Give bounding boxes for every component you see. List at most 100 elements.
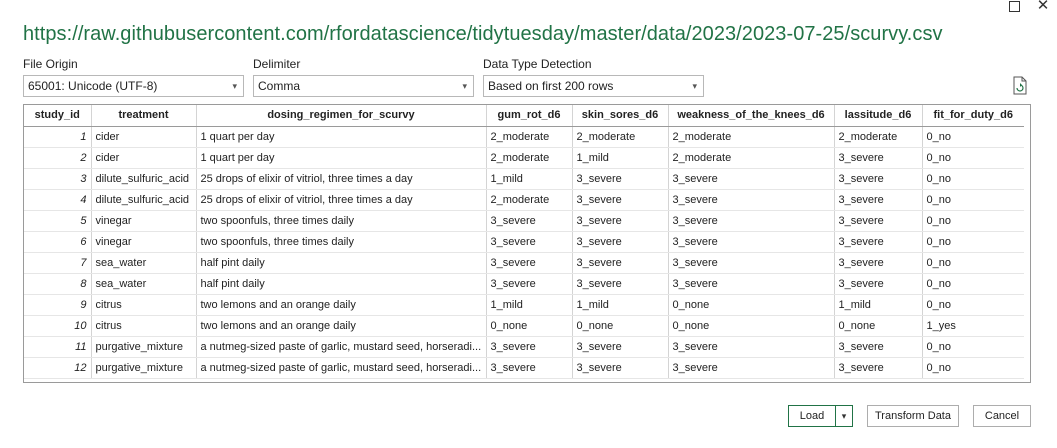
table-cell: 1_mild xyxy=(486,168,573,190)
table-cell: 3_severe xyxy=(668,273,835,295)
table-cell: 3_severe xyxy=(834,147,923,169)
table-body: 1 cider 1 quart per day 2_moderate 2_moderat… xyxy=(24,126,1024,379)
table-cell: 0_no xyxy=(922,210,1024,232)
table-cell: 3_severe xyxy=(834,189,923,211)
table-cell: dilute_sulfuric_acid xyxy=(91,168,197,190)
table-cell: 3_severe xyxy=(486,336,573,358)
column-header[interactable]: weakness_of_the_knees_d6 xyxy=(668,105,835,127)
table-row: 7 sea_water half pint daily 3_severe 3_sever… xyxy=(24,252,1024,274)
load-options-button[interactable]: ▾ xyxy=(836,405,853,427)
column-header[interactable]: study_id xyxy=(24,105,92,127)
table-row: 4 dilute_sulfuric_acid 25 drops of elixir … xyxy=(24,189,1024,211)
column-header[interactable]: gum_rot_d6 xyxy=(486,105,573,127)
table-cell: 2_moderate xyxy=(572,126,669,148)
file-origin-select[interactable]: 65001: Unicode (UTF-8) ▾ xyxy=(23,75,244,97)
table-cell: 1_mild xyxy=(834,294,923,316)
table-cell: 3_severe xyxy=(668,189,835,211)
table-cell: 3_severe xyxy=(668,252,835,274)
table-cell: two spoonfuls, three times daily xyxy=(196,231,487,253)
table-cell: 3_severe xyxy=(668,336,835,358)
table-cell: 3_severe xyxy=(572,231,669,253)
refresh-preview-icon[interactable] xyxy=(1012,76,1028,95)
table-cell: 3_severe xyxy=(668,168,835,190)
table-row: 9 citrus two lemons and an orange daily 1_m… xyxy=(24,294,1024,316)
table-cell: 0_no xyxy=(922,294,1024,316)
close-icon[interactable]: ✕ xyxy=(1036,0,1050,14)
column-header[interactable]: fit_for_duty_d6 xyxy=(922,105,1024,127)
table-cell: 0_no xyxy=(922,231,1024,253)
table-cell: 3_severe xyxy=(486,273,573,295)
load-button[interactable]: Load xyxy=(788,405,836,427)
table-cell: 3_severe xyxy=(486,357,573,379)
column-header[interactable]: lassitude_d6 xyxy=(834,105,923,127)
table-cell: 1_mild xyxy=(572,147,669,169)
table-cell: 2_moderate xyxy=(668,147,835,169)
table-cell: dilute_sulfuric_acid xyxy=(91,189,197,211)
table-cell: two lemons and an orange daily xyxy=(196,294,487,316)
column-header[interactable]: treatment xyxy=(91,105,197,127)
column-header[interactable]: dosing_regimen_for_scurvy xyxy=(196,105,487,127)
file-origin-label: File Origin xyxy=(23,57,78,71)
table-cell: 2_moderate xyxy=(668,126,835,148)
table-cell: 3_severe xyxy=(572,189,669,211)
table-cell: half pint daily xyxy=(196,252,487,274)
table-cell: 8 xyxy=(24,273,92,295)
transform-data-button[interactable]: Transform Data xyxy=(867,405,959,427)
table-cell: 3_severe xyxy=(572,252,669,274)
table-cell: 0_no xyxy=(922,357,1024,379)
table-row: 11 purgative_mixture a nutmeg-sized paste … xyxy=(24,336,1024,358)
table-cell: 3_severe xyxy=(668,357,835,379)
table-cell: 1_mild xyxy=(486,294,573,316)
table-cell: 0_none xyxy=(572,315,669,337)
table-cell: 9 xyxy=(24,294,92,316)
table-cell: two lemons and an orange daily xyxy=(196,315,487,337)
table-cell: cider xyxy=(91,147,197,169)
chevron-down-icon: ▾ xyxy=(462,81,467,91)
table-cell: 0_no xyxy=(922,336,1024,358)
table-cell: purgative_mixture xyxy=(91,336,197,358)
table-cell: 3_severe xyxy=(834,210,923,232)
table-row: 6 vinegar two spoonfuls, three times daily… xyxy=(24,231,1024,253)
data-type-detection-select[interactable]: Based on first 200 rows ▾ xyxy=(483,75,704,97)
table-row: 12 purgative_mixture a nutmeg-sized paste … xyxy=(24,357,1024,379)
table-cell: 0_no xyxy=(922,168,1024,190)
table-cell: 5 xyxy=(24,210,92,232)
table-cell: 2_moderate xyxy=(486,189,573,211)
table-cell: 3 xyxy=(24,168,92,190)
table-cell: 3_severe xyxy=(834,231,923,253)
table-cell: 2_moderate xyxy=(486,126,573,148)
table-row: 2 cider 1 quart per day 2_moderate 1_mild 2_m… xyxy=(24,147,1024,169)
table-cell: 3_severe xyxy=(834,273,923,295)
data-preview-grid[interactable]: study_id treatment dosing_regimen_for_scur… xyxy=(23,104,1031,383)
column-header[interactable]: skin_sores_d6 xyxy=(572,105,669,127)
chevron-down-icon: ▾ xyxy=(841,411,847,421)
table-cell: 0_none xyxy=(486,315,573,337)
table-cell: 0_none xyxy=(834,315,923,337)
maximize-icon[interactable] xyxy=(1009,1,1020,12)
table-cell: 25 drops of elixir of vitriol, three tim… xyxy=(196,168,487,190)
table-cell: 7 xyxy=(24,252,92,274)
table-cell: 0_no xyxy=(922,189,1024,211)
table-cell: 0_no xyxy=(922,252,1024,274)
table-cell: 11 xyxy=(24,336,92,358)
table-row: 1 cider 1 quart per day 2_moderate 2_moderat… xyxy=(24,126,1024,148)
table-cell: cider xyxy=(91,126,197,148)
table-cell: a nutmeg-sized paste of garlic, mustard … xyxy=(196,336,487,358)
file-origin-value: 65001: Unicode (UTF-8) xyxy=(28,79,158,93)
table-cell: 3_severe xyxy=(834,357,923,379)
table-cell: 3_severe xyxy=(572,168,669,190)
delimiter-label: Delimiter xyxy=(253,57,301,71)
table-cell: 6 xyxy=(24,231,92,253)
cancel-button[interactable]: Cancel xyxy=(973,405,1031,427)
table-cell: 4 xyxy=(24,189,92,211)
delimiter-select[interactable]: Comma ▾ xyxy=(253,75,474,97)
table-cell: 3_severe xyxy=(486,210,573,232)
table-cell: 3_severe xyxy=(834,252,923,274)
data-preview-table: study_id treatment dosing_regimen_for_scur… xyxy=(24,105,1024,379)
table-cell: 0_none xyxy=(668,315,835,337)
table-cell: 0_no xyxy=(922,147,1024,169)
chevron-down-icon: ▾ xyxy=(692,81,697,91)
table-cell: 10 xyxy=(24,315,92,337)
table-row: 8 sea_water half pint daily 3_severe 3_sever… xyxy=(24,273,1024,295)
table-cell: 3_severe xyxy=(572,357,669,379)
